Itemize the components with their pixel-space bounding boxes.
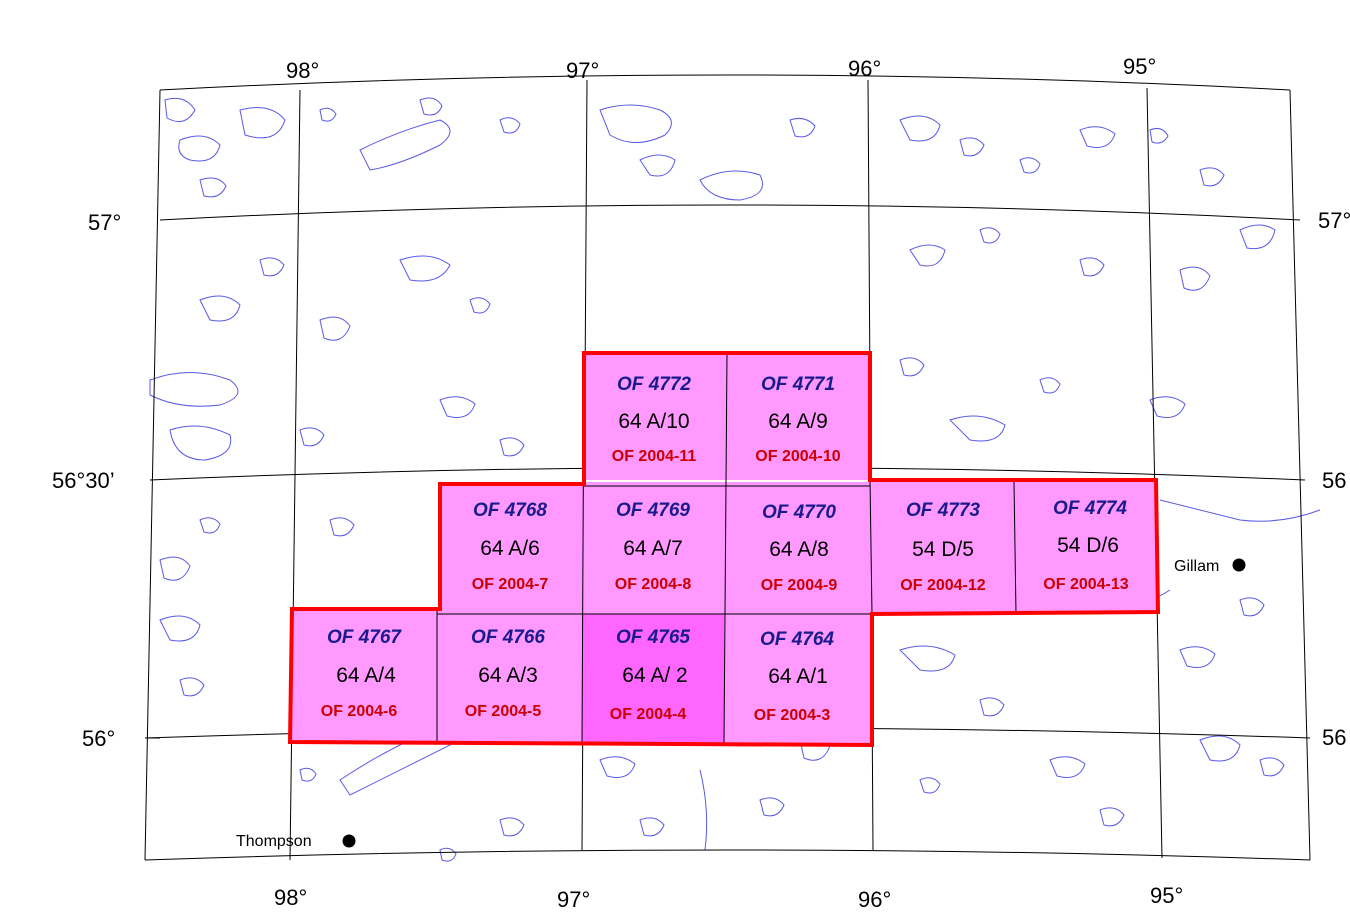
coverage-outline — [287, 351, 1161, 748]
longitude-labels-top: 98° 97° 96° 95° — [286, 54, 1156, 83]
sheet-of-2004-number: OF 2004-13 — [1043, 576, 1128, 593]
sheet-of-number: OF 4766 — [471, 627, 545, 648]
sheet-of-number: OF 4770 — [762, 502, 836, 523]
town-label: Thompson — [236, 833, 312, 850]
lon-label-bottom-96: 96° — [858, 887, 891, 912]
sheet-of-2004-number: OF 2004-6 — [321, 703, 398, 720]
lon-label-top-98: 98° — [286, 58, 319, 83]
lon-label-bottom-95: 95° — [1150, 883, 1183, 908]
town-dot-icon — [342, 834, 356, 848]
sheet-nts-number: 64 A/8 — [769, 538, 829, 561]
lat-label-right-5630: 56 — [1322, 468, 1346, 493]
sheet-64a3: OF 4766 64 A/3 OF 2004-5 — [465, 627, 546, 720]
lat-label-left-5630: 56°30’ — [52, 468, 115, 493]
lat-label-left-57: 57° — [88, 210, 121, 235]
town-label: Gillam — [1174, 558, 1219, 575]
lon-label-top-97: 97° — [566, 58, 599, 83]
lat-label-right-56: 56 — [1322, 725, 1346, 750]
sheet-64a6: OF 4768 64 A/6 OF 2004-7 — [472, 500, 549, 593]
sheet-of-number: OF 4771 — [761, 374, 835, 395]
sheet-of-number: OF 4768 — [473, 500, 547, 521]
town-gillam: Gillam — [1174, 558, 1246, 575]
lon-label-bottom-98: 98° — [274, 885, 307, 910]
latitude-labels-right: 57° 56 56 — [1318, 208, 1350, 750]
sheet-64a9: OF 4771 64 A/9 OF 2004-10 — [755, 374, 840, 465]
sheet-of-2004-number: OF 2004-10 — [755, 448, 840, 465]
lat-label-left-56: 56° — [82, 726, 115, 751]
lon-label-top-96: 96° — [848, 56, 881, 81]
latitude-labels-left: 57° 56°30’ 56° — [52, 210, 121, 751]
sheet-of-2004-number: OF 2004-8 — [615, 576, 692, 593]
sheet-64a4: OF 4767 64 A/4 OF 2004-6 — [321, 627, 403, 720]
sheet-nts-number: 64 A/7 — [623, 537, 683, 560]
sheet-of-number: OF 4765 — [616, 627, 690, 648]
map-sheets — [287, 351, 1161, 748]
sheet-nts-number: 64 A/9 — [768, 410, 828, 433]
town-dot-icon — [1232, 558, 1246, 572]
sheet-nts-number: 54 D/5 — [912, 538, 974, 561]
sheet-nts-number: 64 A/1 — [768, 665, 828, 688]
sheet-of-number: OF 4767 — [327, 627, 402, 648]
longitude-labels-bottom: 98° 97° 96° 95° — [274, 883, 1183, 912]
sheet-of-number: OF 4764 — [760, 629, 834, 650]
sheet-54d6: OF 4774 54 D/6 OF 2004-13 — [1043, 498, 1128, 593]
sheet-64a8: OF 4770 64 A/8 OF 2004-9 — [761, 502, 838, 594]
sheet-of-number: OF 4772 — [617, 374, 691, 395]
sheet-of-2004-number: OF 2004-12 — [900, 577, 985, 594]
town-thompson: Thompson — [236, 833, 356, 850]
sheet-of-2004-number: OF 2004-4 — [610, 706, 687, 723]
sheet-64a1: OF 4764 64 A/1 OF 2004-3 — [754, 629, 835, 724]
sheet-of-2004-number: OF 2004-11 — [612, 448, 697, 465]
sheet-64a2: OF 4765 64 A/ 2 OF 2004-4 — [610, 627, 691, 723]
sheet-54d5: OF 4773 54 D/5 OF 2004-12 — [900, 500, 985, 594]
sheet-nts-number: 64 A/3 — [478, 664, 538, 687]
sheet-nts-number: 64 A/10 — [618, 410, 689, 433]
lat-label-right-57: 57° — [1318, 208, 1350, 233]
sheet-of-number: OF 4774 — [1053, 498, 1127, 519]
sheet-64a7: OF 4769 64 A/7 OF 2004-8 — [615, 500, 692, 593]
lon-label-bottom-97: 97° — [557, 887, 590, 912]
sheet-of-number: OF 4773 — [906, 500, 980, 521]
sheet-nts-number: 64 A/4 — [336, 664, 396, 687]
sheet-nts-number: 64 A/6 — [480, 537, 540, 560]
lon-label-top-95: 95° — [1123, 54, 1156, 79]
sheet-of-2004-number: OF 2004-7 — [472, 576, 549, 593]
sheet-labels: OF 4772 64 A/10 OF 2004-11 OF 4771 64 A/… — [321, 374, 1129, 724]
sheet-64a10: OF 4772 64 A/10 OF 2004-11 — [612, 374, 697, 465]
sheet-of-2004-number: OF 2004-5 — [465, 703, 542, 720]
sheet-nts-number: 54 D/6 — [1057, 534, 1119, 557]
sheet-of-2004-number: OF 2004-9 — [761, 577, 838, 594]
sheet-nts-number: 64 A/ 2 — [622, 664, 687, 687]
sheet-of-number: OF 4769 — [616, 500, 690, 521]
sheet-of-2004-number: OF 2004-3 — [754, 707, 831, 724]
